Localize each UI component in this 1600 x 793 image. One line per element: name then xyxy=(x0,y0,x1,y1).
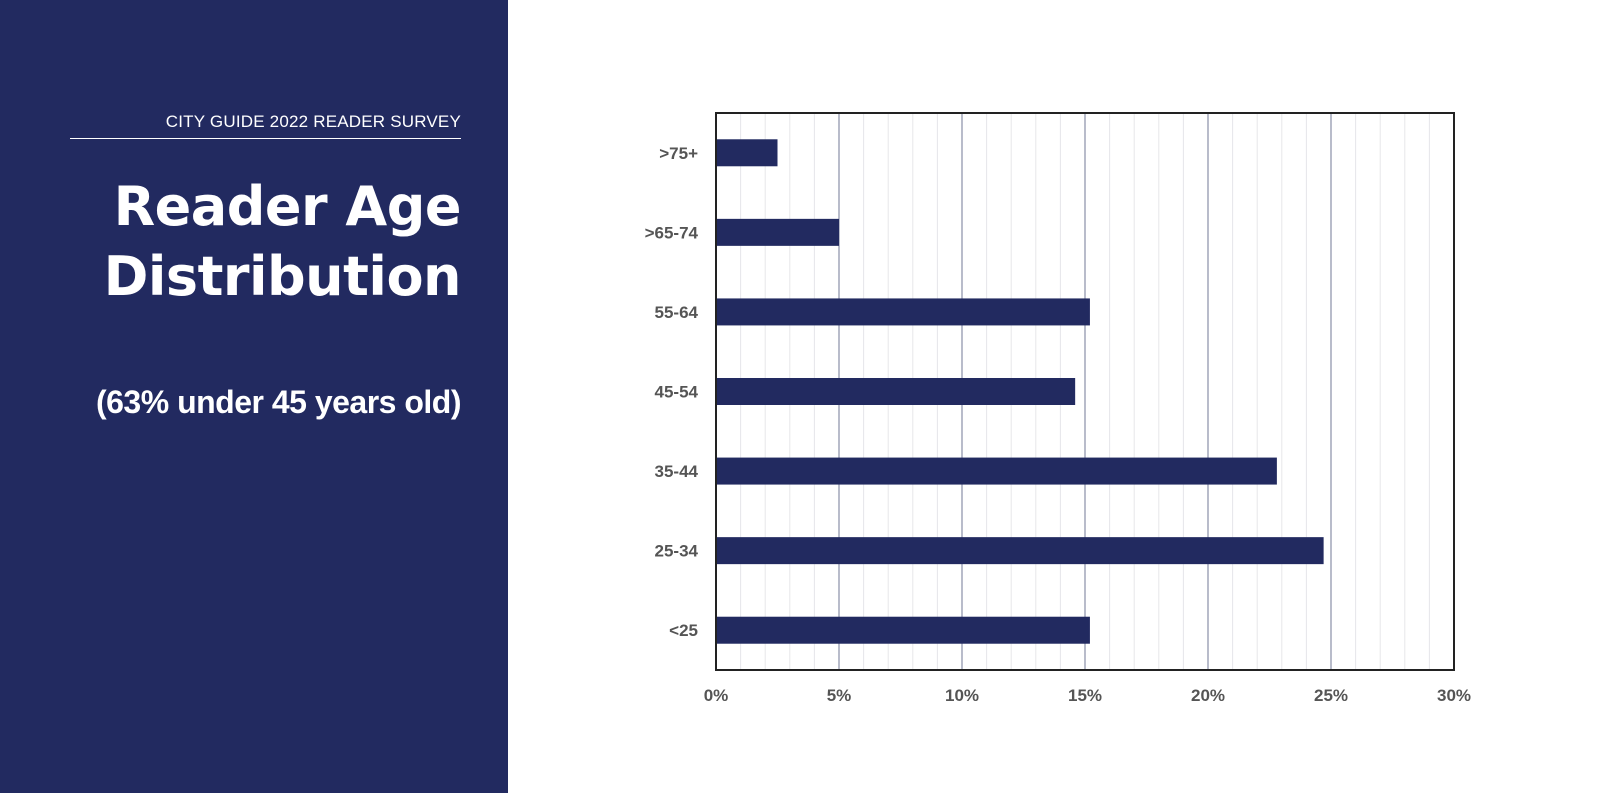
age-distribution-chart: >75+ >65-74 55-64 45-54 35-44 25-34 <25 0% 5% 10… xyxy=(645,112,1471,705)
bar xyxy=(716,298,1090,326)
kicker-divider xyxy=(70,138,461,139)
bar xyxy=(716,537,1324,565)
category-label: 35-44 xyxy=(655,462,699,481)
x-tick-label: 25% xyxy=(1314,686,1348,705)
x-tick-label: 10% xyxy=(945,686,979,705)
category-label: >65-74 xyxy=(645,223,699,242)
title-panel: CITY GUIDE 2022 READER SURVEY Reader Age… xyxy=(0,0,508,793)
category-label: >75+ xyxy=(659,144,698,163)
plot-frame xyxy=(715,112,1455,671)
bar xyxy=(716,378,1076,405)
title-line-1: Reader Age xyxy=(113,175,462,238)
x-tick-label: 0% xyxy=(704,686,729,705)
category-label: <25 xyxy=(669,621,698,640)
bar xyxy=(716,457,1277,485)
x-tick-label: 30% xyxy=(1437,686,1471,705)
x-tick-label: 5% xyxy=(827,686,852,705)
category-label: 25-34 xyxy=(655,542,699,561)
category-label: 55-64 xyxy=(655,303,699,322)
bar xyxy=(716,218,839,246)
category-labels: >75+ >65-74 55-64 45-54 35-44 25-34 <25 xyxy=(645,144,699,640)
x-tick-label: 15% xyxy=(1068,686,1102,705)
page-title: Reader Age Distribution xyxy=(21,172,462,312)
bar xyxy=(716,139,778,167)
title-line-2: Distribution xyxy=(103,245,462,308)
bars xyxy=(716,139,1324,644)
survey-kicker: CITY GUIDE 2022 READER SURVEY xyxy=(165,112,461,131)
x-tick-labels: 0% 5% 10% 15% 20% 25% 30% xyxy=(704,686,1471,705)
bar xyxy=(716,616,1090,644)
page-subtitle: (63% under 45 years old) xyxy=(95,384,462,420)
category-label: 45-54 xyxy=(655,383,699,402)
x-tick-label: 20% xyxy=(1191,686,1225,705)
